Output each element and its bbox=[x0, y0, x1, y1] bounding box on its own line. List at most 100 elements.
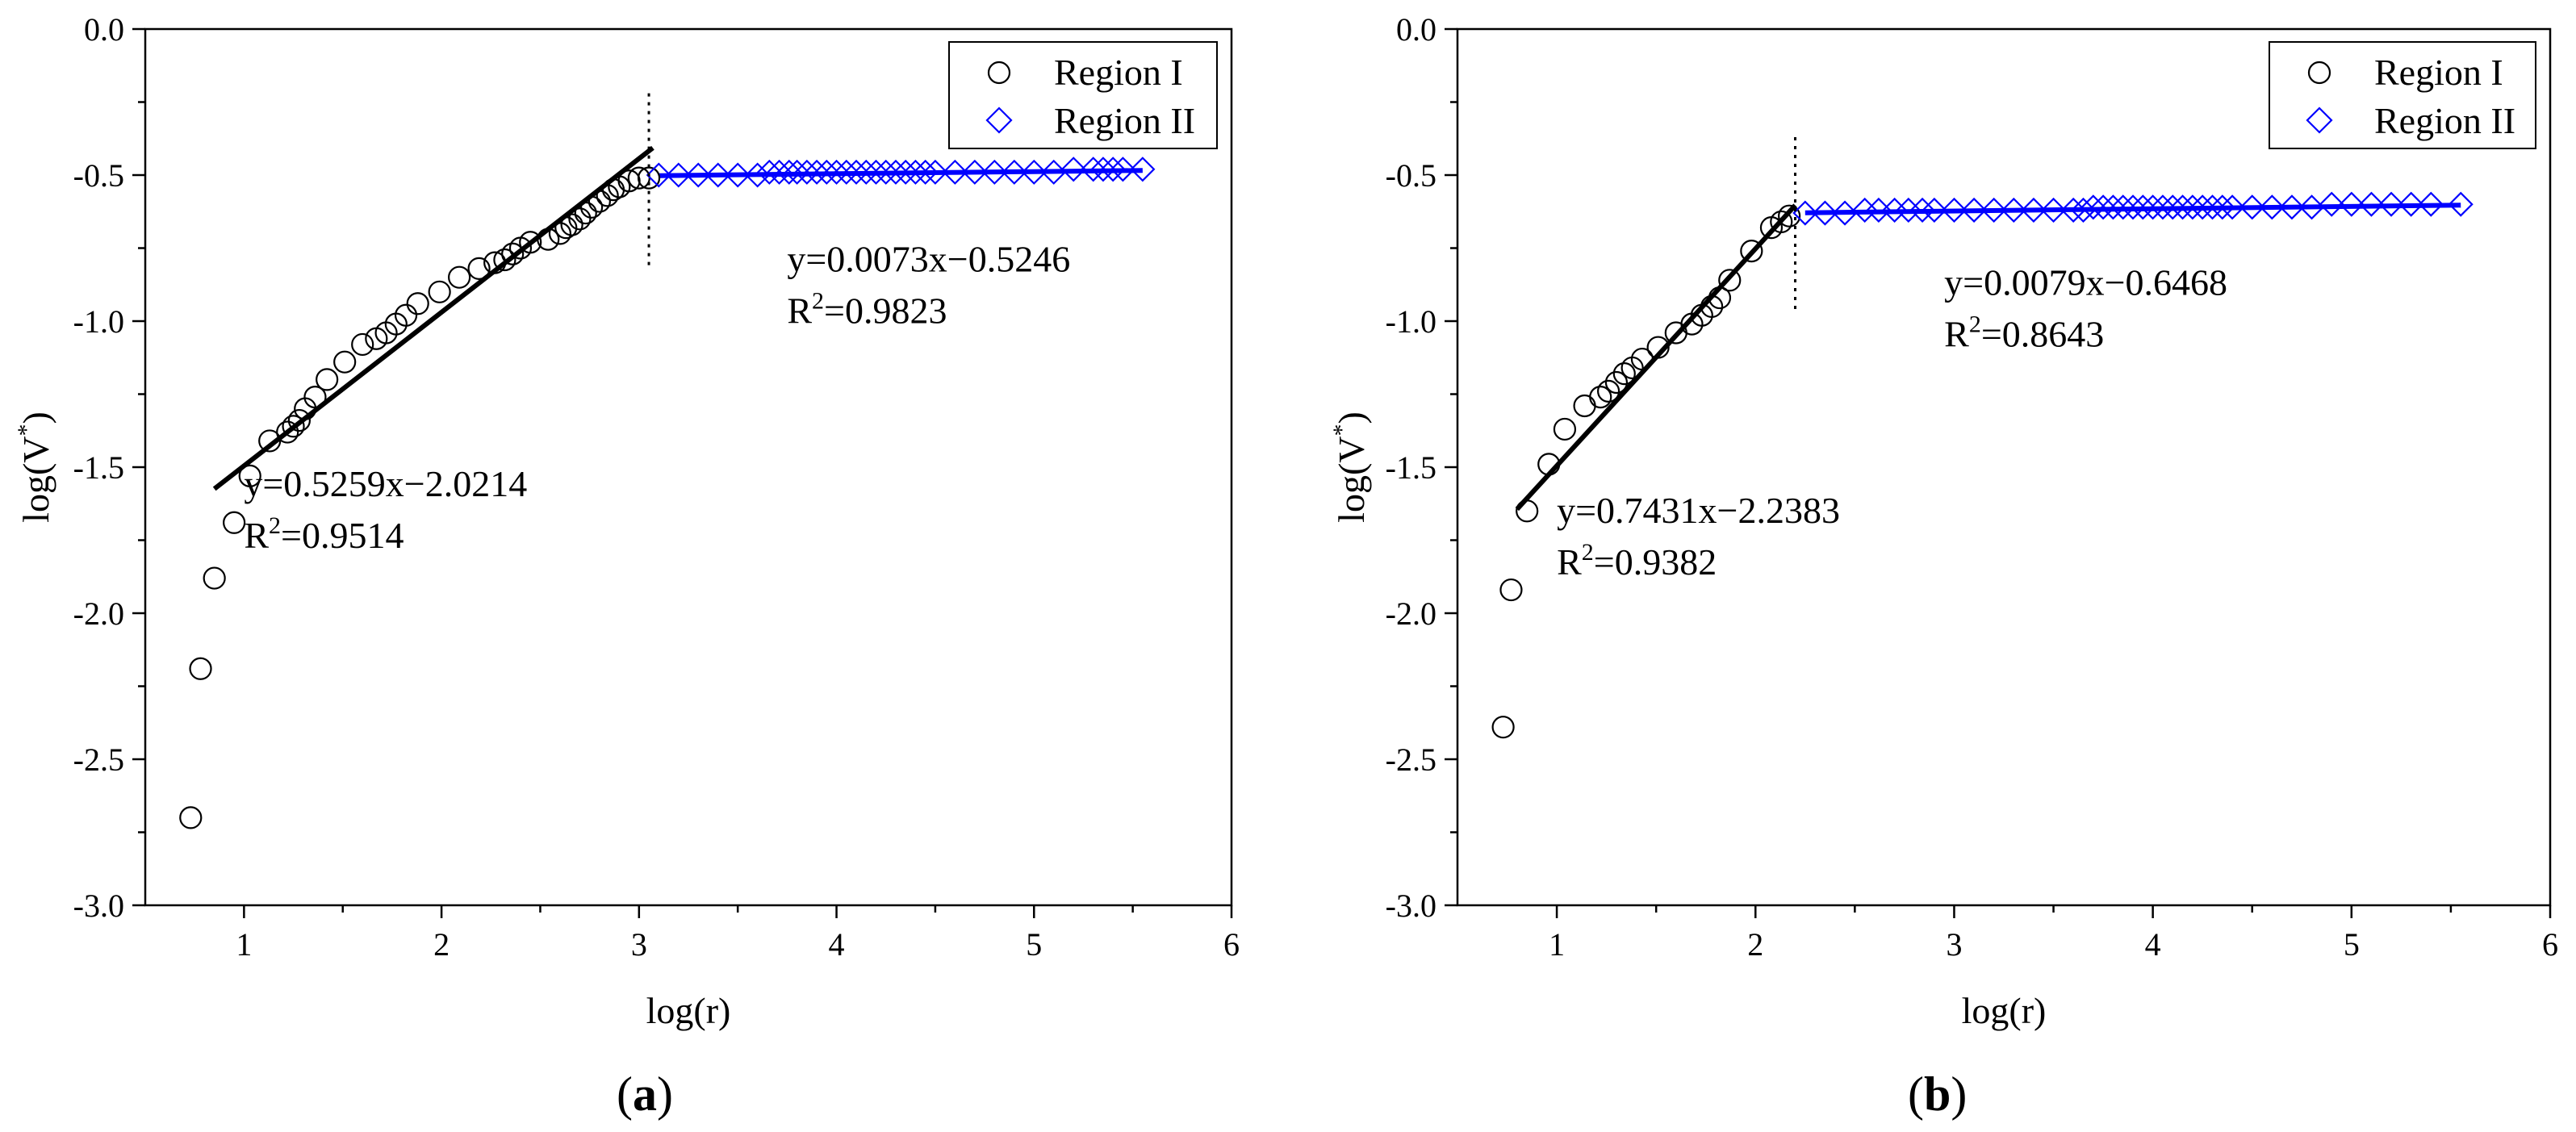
data-point-region-ii bbox=[1922, 197, 1947, 223]
data-point-region-i bbox=[1778, 204, 1801, 228]
data-point-region-ii bbox=[2189, 194, 2215, 220]
data-point-region-ii bbox=[2279, 194, 2305, 220]
data-point-region-ii bbox=[1060, 157, 1086, 182]
y-tick-label: -1.0 bbox=[73, 303, 124, 340]
data-point-region-ii bbox=[1812, 200, 1838, 226]
fit-equation: y=0.0073x−0.5246 bbox=[787, 238, 1070, 279]
y-tick-label: -0.5 bbox=[73, 157, 124, 194]
x-tick-label: 2 bbox=[433, 926, 450, 963]
data-point-region-i bbox=[1740, 240, 1763, 263]
data-point-region-ii bbox=[2080, 194, 2106, 220]
data-point-region-i bbox=[333, 350, 357, 374]
data-point-region-ii bbox=[2070, 197, 2097, 223]
fit-line bbox=[659, 168, 1143, 178]
data-point-region-i bbox=[282, 415, 305, 438]
data-point-region-ii bbox=[2398, 191, 2424, 217]
data-point-region-ii bbox=[902, 159, 928, 185]
y-tick-label: 0.0 bbox=[84, 11, 124, 48]
fit-r-squared: R2=0.9823 bbox=[787, 287, 947, 331]
y-tick-label: -1.5 bbox=[73, 449, 124, 486]
data-point-region-ii bbox=[2040, 197, 2067, 223]
data-point-region-ii bbox=[794, 159, 820, 185]
axis-ticks bbox=[132, 27, 1233, 918]
data-point-region-ii bbox=[2239, 194, 2265, 220]
data-point-region-i bbox=[1708, 286, 1732, 310]
legend-region-i-label: Region I bbox=[1054, 52, 1183, 93]
data-point-region-i bbox=[1516, 499, 1539, 523]
fit-equation: y=0.7431x−2.2383 bbox=[1557, 490, 1840, 531]
data-point-region-i bbox=[501, 242, 525, 265]
data-point-region-i bbox=[1700, 294, 1724, 318]
y-tick-label: -1.5 bbox=[1386, 449, 1436, 486]
data-point-region-i bbox=[1596, 379, 1620, 403]
data-point-region-ii bbox=[1041, 159, 1067, 185]
x-tick-label: 2 bbox=[1747, 926, 1763, 963]
x-tick-label: 3 bbox=[631, 926, 647, 963]
y-tick-label: 0.0 bbox=[1396, 11, 1436, 48]
data-point-region-ii bbox=[1021, 159, 1047, 185]
data-point-region-i bbox=[287, 408, 311, 432]
y-tick-label: -2.5 bbox=[1386, 741, 1436, 778]
data-point-region-i bbox=[493, 248, 516, 272]
data-point-region-ii bbox=[823, 159, 850, 185]
data-point-region-i bbox=[1718, 269, 1742, 292]
data-point-region-ii bbox=[1090, 157, 1116, 182]
data-point-region-i bbox=[238, 464, 261, 487]
data-point-region-ii bbox=[685, 162, 711, 188]
y-tick-label: -3.0 bbox=[1386, 888, 1436, 924]
data-point-region-ii bbox=[1909, 197, 1935, 223]
legend-box bbox=[948, 41, 1218, 149]
x-tick-labels: 1 2 3 4 5 6 bbox=[236, 926, 1240, 963]
legend-region-ii-marker bbox=[985, 107, 1013, 134]
data-point-region-i bbox=[1537, 453, 1561, 476]
data-point-region-ii bbox=[2319, 191, 2344, 217]
data-point-region-ii bbox=[2021, 197, 2047, 223]
legend-box bbox=[2269, 41, 2536, 149]
data-point-region-i bbox=[467, 257, 491, 280]
data-point-region-ii bbox=[2090, 194, 2116, 220]
fit-r-squared: R2=0.8643 bbox=[1944, 311, 2104, 354]
x-tick-labels: 1 2 3 4 5 6 bbox=[1549, 926, 2558, 963]
panel-label: (b) bbox=[1908, 1067, 1967, 1121]
legend: Region I Region II bbox=[2269, 41, 2536, 149]
legend-region-i-marker bbox=[2307, 61, 2331, 85]
data-point-region-ii bbox=[2120, 194, 2146, 220]
data-point-region-ii bbox=[1002, 159, 1027, 185]
data-point-region-ii bbox=[1832, 200, 1858, 226]
legend: Region I Region II bbox=[948, 41, 1218, 149]
data-point-region-ii bbox=[756, 159, 782, 185]
data-point-region-ii bbox=[2110, 194, 2136, 220]
data-point-region-i bbox=[276, 420, 299, 444]
legend-region-i-label: Region I bbox=[2374, 52, 2503, 93]
data-point-region-ii bbox=[745, 162, 771, 188]
y-axis-label: log(V*) bbox=[13, 411, 56, 523]
data-point-region-i bbox=[588, 190, 611, 213]
data-point-region-i bbox=[1589, 386, 1612, 409]
data-point-region-ii bbox=[725, 162, 751, 188]
x-tick-label: 5 bbox=[2344, 926, 2360, 963]
fit-r-squared: R2=0.9514 bbox=[244, 512, 404, 556]
x-axis-label: log(r) bbox=[646, 990, 731, 1031]
x-tick-label: 6 bbox=[2542, 926, 2558, 963]
data-point-region-i bbox=[483, 251, 507, 274]
data-point-region-ii bbox=[2130, 194, 2156, 220]
data-point-region-i bbox=[1770, 210, 1793, 234]
data-point-region-i bbox=[448, 265, 471, 289]
data-point-region-ii bbox=[2170, 194, 2196, 220]
data-point-region-ii bbox=[873, 159, 899, 185]
data-point-region-ii bbox=[2001, 197, 2026, 223]
data-point-region-ii bbox=[2219, 194, 2245, 220]
data-point-region-ii bbox=[666, 162, 692, 188]
x-tick-label: 3 bbox=[1946, 926, 1962, 963]
data-point-region-i bbox=[223, 511, 246, 534]
data-point-region-i bbox=[548, 222, 572, 245]
fit-equations: y=0.7431x−2.2383 R2=0.9382 y=0.0079x−0.646… bbox=[1557, 261, 2227, 582]
data-point-region-i bbox=[1553, 417, 1577, 441]
data-point-region-ii bbox=[1130, 157, 1156, 182]
data-point-region-i bbox=[189, 657, 212, 680]
x-tick-label: 5 bbox=[1026, 926, 1042, 963]
data-point-region-ii bbox=[776, 159, 802, 185]
data-point-region-ii bbox=[767, 159, 792, 185]
legend-region-ii-label: Region II bbox=[1054, 100, 1195, 141]
y-axis-label: log(V*) bbox=[1328, 411, 1372, 523]
